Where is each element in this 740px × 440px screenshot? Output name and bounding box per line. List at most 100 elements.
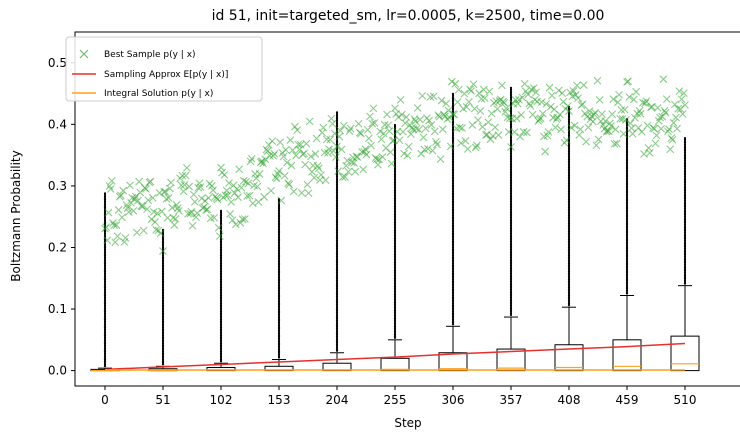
best-sample-point: [483, 130, 492, 139]
box-flier: [567, 208, 571, 211]
box-flier: [335, 317, 339, 320]
best-sample-point: [239, 176, 248, 185]
box-flier: [393, 327, 397, 330]
box-flier: [277, 346, 281, 350]
box-flier: [277, 286, 281, 289]
box-flier: [161, 339, 165, 342]
best-sample-point: [681, 101, 689, 109]
best-sample-point: [318, 128, 327, 137]
box-flier: [335, 338, 339, 341]
best-sample-point: [238, 215, 247, 224]
box-flier: [683, 253, 687, 256]
box-flier: [103, 203, 107, 206]
box-flier: [567, 156, 571, 160]
box-flier: [509, 265, 513, 269]
box-flier: [335, 303, 339, 306]
box-flier: [451, 204, 455, 207]
box-flier: [219, 348, 223, 352]
x-tick-label: 0: [101, 393, 109, 407]
box-flier: [683, 141, 687, 144]
best-sample-point: [486, 135, 495, 144]
best-sample-point: [493, 105, 502, 113]
box-flier: [509, 91, 513, 94]
box-flier: [451, 153, 455, 156]
box-flier: [335, 149, 339, 152]
box-flier: [509, 273, 513, 277]
box-flier: [103, 233, 107, 237]
box-flier: [509, 213, 513, 216]
box-flier: [509, 89, 513, 93]
box-flier: [625, 178, 629, 181]
box: [438, 352, 468, 372]
best-sample-point: [269, 151, 278, 160]
best-sample-point: [280, 171, 289, 180]
box-flier: [451, 305, 455, 308]
box-flier: [103, 264, 107, 267]
best-sample-point: [402, 113, 411, 122]
box-flier: [683, 277, 687, 280]
box-flier: [625, 151, 629, 154]
box-flier: [335, 180, 339, 183]
box-flier: [625, 188, 629, 191]
box-flier: [335, 204, 339, 207]
box-flier: [335, 226, 339, 229]
box-flier: [393, 255, 397, 258]
box-flier: [567, 196, 571, 200]
box-flier: [509, 94, 513, 97]
best-sample-point: [329, 147, 338, 155]
box-flier: [567, 259, 571, 262]
box-flier: [451, 230, 455, 233]
box-flier: [219, 254, 223, 257]
box-flier: [161, 268, 165, 271]
box-flier: [567, 296, 571, 299]
box-flier: [393, 330, 397, 333]
box-flier: [335, 159, 339, 162]
box-flier: [451, 287, 455, 291]
box-flier: [335, 328, 339, 332]
box-flier: [393, 199, 397, 202]
box-flier: [277, 254, 281, 257]
box-flier: [509, 200, 513, 203]
box-flier: [509, 259, 513, 262]
box-flier: [567, 204, 571, 208]
box-flier: [161, 350, 165, 353]
box-flier: [567, 139, 571, 142]
best-sample-point: [536, 114, 545, 123]
box-flier: [219, 326, 223, 329]
box-flier: [393, 256, 397, 259]
box-flier: [277, 290, 281, 294]
box-flier: [683, 215, 687, 218]
box-flier: [219, 251, 223, 254]
best-sample-point: [267, 186, 275, 195]
box-flier: [683, 180, 687, 183]
box-flier: [625, 138, 629, 141]
x-tick-label: 459: [616, 393, 639, 407]
best-sample-point: [414, 125, 423, 134]
box-flier: [161, 305, 165, 308]
box-flier: [103, 211, 107, 214]
box-flier: [509, 88, 513, 91]
box-flier: [277, 337, 281, 340]
box-flier: [625, 212, 629, 215]
box-flier: [335, 290, 339, 293]
box-flier: [683, 160, 687, 164]
box-flier: [451, 273, 455, 276]
box-flier: [683, 138, 687, 141]
box-flier: [393, 229, 397, 232]
box-flier: [451, 318, 455, 321]
box-flier: [509, 152, 513, 155]
box-flier: [567, 134, 571, 137]
box-flier: [161, 326, 165, 329]
best-sample-point: [292, 151, 300, 160]
box-flier: [161, 243, 165, 246]
box-flier: [335, 316, 339, 319]
box-flier: [277, 246, 281, 249]
best-sample-point: [171, 214, 180, 223]
box-flier: [567, 214, 571, 217]
box-flier: [335, 232, 339, 236]
box-flier: [393, 162, 397, 165]
best-sample-point: [661, 108, 670, 117]
box-flier: [625, 276, 629, 279]
box-flier: [451, 209, 455, 212]
box-flier: [509, 251, 513, 254]
